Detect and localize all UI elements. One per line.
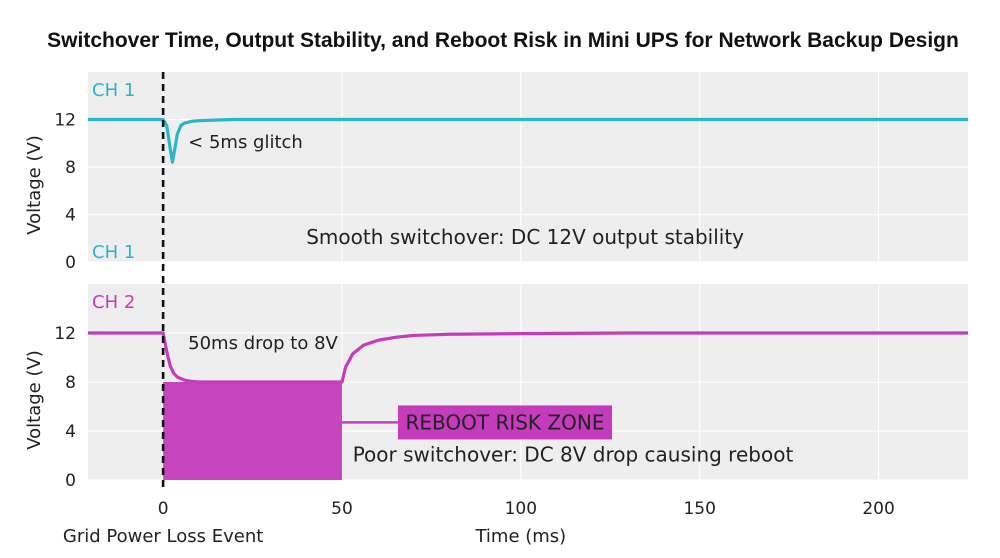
series-line-ch2 <box>88 331 968 384</box>
channel-label-bottom: CH 1 <box>92 242 135 263</box>
x-tick-label: 200 <box>862 499 894 519</box>
y-tick-label: 0 <box>65 253 76 273</box>
x-tick-label: 50 <box>331 499 353 519</box>
panel-1: 0 4 8 12 Voltage (V) CH 1 CH 1 < 5ms glitch Smoo… <box>24 72 968 273</box>
channel-label: CH 1 <box>92 80 135 101</box>
y-tick-label: 8 <box>65 158 76 178</box>
annotation: Smooth switchover: DC 12V output stabili… <box>306 225 744 249</box>
x-tick-label: 100 <box>505 499 537 519</box>
reboot-risk-zone <box>163 382 342 480</box>
y-tick-label: 12 <box>54 111 76 131</box>
annotation: Poor switchover: DC 8V drop causing rebo… <box>353 443 794 467</box>
series-line-ch1 <box>88 117 968 164</box>
y-tick-label: 4 <box>65 206 76 226</box>
annotation: 50ms drop to 8V <box>188 333 338 354</box>
y-tick-label: 12 <box>54 324 76 344</box>
channel-label: CH 2 <box>92 292 135 313</box>
x-axis-label: Time (ms) <box>474 526 566 547</box>
zone-label: REBOOT RISK ZONE <box>405 410 604 434</box>
event-label: Grid Power Loss Event <box>63 526 263 547</box>
y-tick-label: 0 <box>65 471 76 491</box>
x-tick-label: 0 <box>158 499 169 519</box>
annotation: < 5ms glitch <box>188 132 303 153</box>
chart-title: Switchover Time, Output Stability, and R… <box>47 29 959 52</box>
x-tick-label: 150 <box>683 499 715 519</box>
panel-2: 0 4 8 12 Voltage (V) CH 2 50ms drop to 8V Poor … <box>24 284 968 491</box>
y-tick-label: 8 <box>65 373 76 393</box>
y-tick-label: 4 <box>65 422 76 442</box>
y-axis-label: Voltage (V) <box>24 350 45 450</box>
y-axis-label: Voltage (V) <box>24 135 45 235</box>
zone-label-box <box>397 405 612 440</box>
